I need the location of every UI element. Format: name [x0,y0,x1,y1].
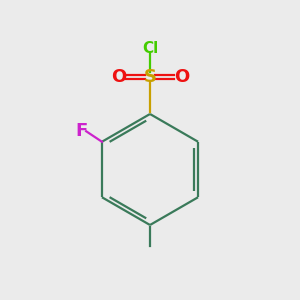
Text: O: O [111,68,126,85]
Text: F: F [75,122,88,140]
Text: Cl: Cl [142,41,158,56]
Text: O: O [174,68,189,85]
Text: S: S [143,68,157,85]
